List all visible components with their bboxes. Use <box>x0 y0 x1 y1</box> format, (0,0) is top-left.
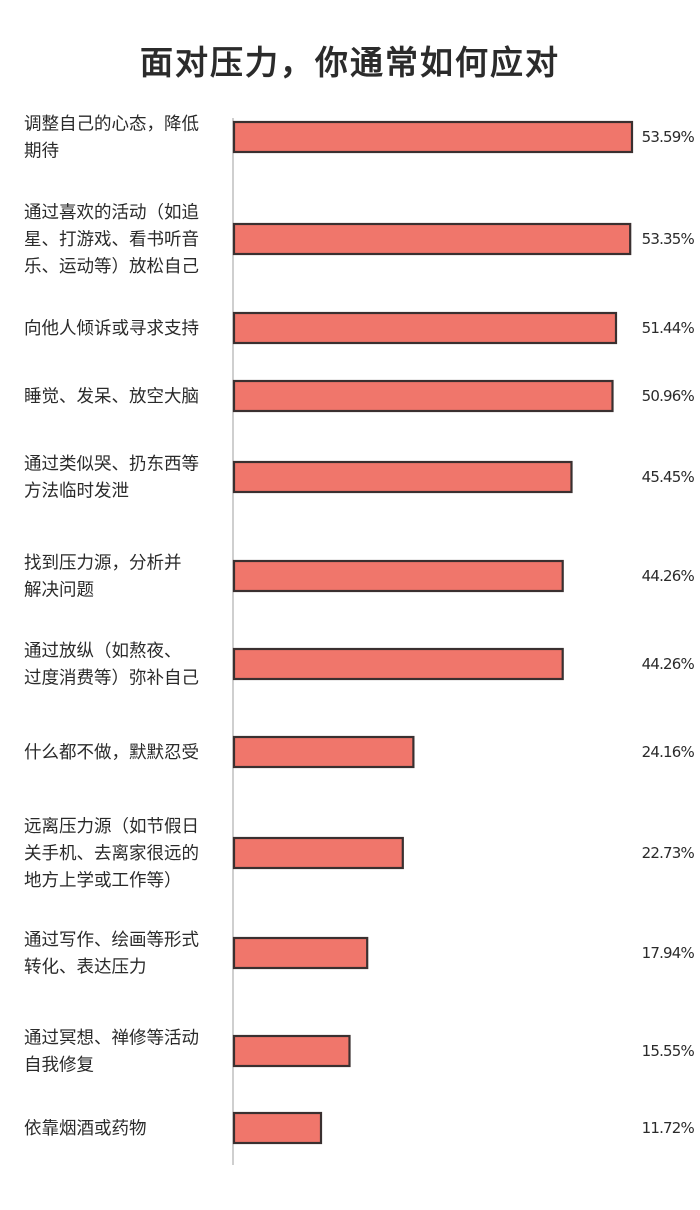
category-label-7-line-2: 过度消费等）弥补自己 <box>24 669 199 689</box>
category-label-12: 依靠烟酒或药物 <box>24 1119 147 1139</box>
category-label-4-line-1: 睡觉、发呆、放空大脑 <box>24 387 199 407</box>
bar-12 <box>232 1111 323 1145</box>
category-labels-layer: 调整自己的心态，降低期待通过喜欢的活动（如追星、打游戏、看书听音乐、运动等）放松… <box>24 115 199 1140</box>
bar-7 <box>232 647 564 681</box>
value-label-10: 17.94% <box>642 944 695 962</box>
bars-layer <box>232 120 634 1145</box>
bar-9 <box>232 836 404 870</box>
value-label-1: 53.59% <box>642 128 695 146</box>
category-label-6-line-1: 找到压力源，分析并 <box>24 554 182 574</box>
value-label-2: 53.35% <box>642 230 695 248</box>
category-label-1-line-1: 调整自己的心态，降低 <box>24 115 199 135</box>
value-label-9: 22.73% <box>642 844 695 862</box>
value-label-6: 44.26% <box>642 567 695 585</box>
category-label-3-line-1: 向他人倾诉或寻求支持 <box>24 319 199 339</box>
category-label-11-line-2: 自我修复 <box>24 1056 94 1076</box>
category-label-1-line-2: 期待 <box>24 142 59 162</box>
category-label-4: 睡觉、发呆、放空大脑 <box>24 387 199 407</box>
value-labels-layer: 53.59% 53.35% 51.44% 50.96% 45.45% 44.26% 44.2… <box>642 128 696 1137</box>
bar-5 <box>232 460 573 494</box>
category-label-7-line-1: 通过放纵（如熬夜、 <box>24 641 182 662</box>
bar-11 <box>232 1034 351 1068</box>
bar-2 <box>232 222 632 256</box>
category-label-8: 什么都不做，默默忍受 <box>24 743 199 763</box>
value-label-4: 50.96% <box>642 387 695 405</box>
category-label-9-line-1: 远离压力源（如节假日 <box>24 817 199 837</box>
category-label-10-line-2: 转化、表达压力 <box>24 958 147 978</box>
value-label-8: 24.16% <box>642 743 695 761</box>
category-label-11-line-1: 通过冥想、禅修等活动 <box>24 1029 199 1049</box>
category-label-3: 向他人倾诉或寻求支持 <box>24 319 199 339</box>
bar-10 <box>232 936 369 970</box>
value-label-11: 15.55% <box>642 1042 695 1060</box>
value-label-3: 51.44% <box>642 319 695 337</box>
category-label-9-line-2: 关手机、去离家很远的 <box>24 844 199 864</box>
category-label-6-line-2: 解决问题 <box>24 581 94 601</box>
value-label-7: 44.26% <box>642 655 695 673</box>
category-label-8-line-1: 什么都不做，默默忍受 <box>24 743 199 763</box>
value-label-12: 11.72% <box>642 1119 695 1137</box>
bar-8 <box>232 735 415 769</box>
category-label-7: 通过放纵（如熬夜、过度消费等）弥补自己 <box>24 641 199 689</box>
category-label-2-line-3: 乐、运动等）放松自己 <box>24 257 199 277</box>
chart-title: 面对压力，你通常如何应对 <box>140 43 560 82</box>
category-label-12-line-1: 依靠烟酒或药物 <box>24 1119 147 1139</box>
category-label-5-line-2: 方法临时发泄 <box>24 482 129 502</box>
bar-4 <box>232 379 614 413</box>
category-label-9-line-3: 地方上学或工作等） <box>24 871 182 891</box>
bar-6 <box>232 559 564 593</box>
bar-1 <box>232 120 634 154</box>
value-label-5: 45.45% <box>642 468 695 486</box>
bar-3 <box>232 311 618 345</box>
category-label-2-line-1: 通过喜欢的活动（如追 <box>24 203 199 223</box>
category-label-5-line-1: 通过类似哭、扔东西等 <box>24 455 199 475</box>
category-label-10-line-1: 通过写作、绘画等形式 <box>24 931 199 951</box>
category-label-2-line-2: 星、打游戏、看书听音 <box>24 230 199 250</box>
